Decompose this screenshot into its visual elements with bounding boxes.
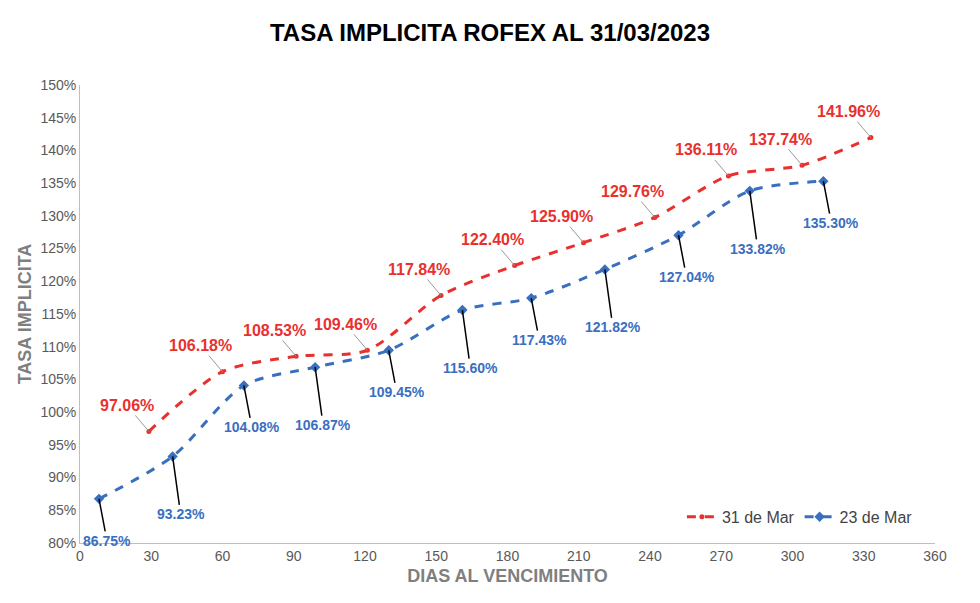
svg-text:180: 180 [496, 548, 520, 564]
svg-text:109.45%: 109.45% [369, 384, 425, 400]
svg-text:104.08%: 104.08% [224, 419, 280, 435]
svg-text:145%: 145% [40, 110, 76, 126]
svg-text:137.74%: 137.74% [749, 131, 812, 148]
svg-text:30: 30 [143, 548, 159, 564]
svg-text:80%: 80% [48, 535, 76, 551]
svg-text:90: 90 [286, 548, 302, 564]
svg-text:60: 60 [215, 548, 231, 564]
svg-text:100%: 100% [40, 404, 76, 420]
svg-text:97.06%: 97.06% [100, 397, 154, 414]
svg-text:115%: 115% [41, 306, 76, 322]
svg-text:108.53%: 108.53% [243, 322, 306, 339]
svg-text:125.90%: 125.90% [530, 208, 593, 225]
svg-text:122.40%: 122.40% [461, 231, 524, 248]
svg-text:127.04%: 127.04% [659, 269, 715, 285]
svg-text:121.82%: 121.82% [585, 319, 641, 335]
svg-text:130%: 130% [40, 208, 76, 224]
svg-text:140%: 140% [40, 142, 76, 158]
svg-text:150: 150 [425, 548, 449, 564]
svg-text:141.96%: 141.96% [817, 103, 880, 120]
svg-text:115.60%: 115.60% [443, 360, 498, 376]
svg-text:135%: 135% [40, 175, 76, 191]
svg-text:90%: 90% [48, 469, 76, 485]
svg-text:109.46%: 109.46% [314, 316, 377, 333]
svg-text:300: 300 [781, 548, 805, 564]
svg-text:86.75%: 86.75% [83, 533, 131, 549]
svg-text:135.30%: 135.30% [803, 215, 859, 231]
svg-text:330: 330 [852, 548, 876, 564]
svg-text:TASA IMPLICITA ROFEX AL 31/03/: TASA IMPLICITA ROFEX AL 31/03/2023 [270, 19, 710, 46]
svg-text:120%: 120% [40, 273, 76, 289]
svg-text:106.18%: 106.18% [169, 337, 232, 354]
svg-text:110%: 110% [41, 339, 76, 355]
svg-text:133.82%: 133.82% [730, 241, 786, 257]
svg-text:117.43%: 117.43% [512, 332, 567, 348]
svg-text:129.76%: 129.76% [601, 183, 664, 200]
svg-text:120: 120 [353, 548, 377, 564]
svg-text:DIAS AL VENCIMIENTO: DIAS AL VENCIMIENTO [407, 566, 608, 586]
svg-text:31 de Mar: 31 de Mar [722, 509, 795, 526]
svg-text:0: 0 [76, 548, 84, 564]
svg-text:117.84%: 117.84% [388, 261, 450, 278]
svg-text:23 de Mar: 23 de Mar [840, 509, 913, 526]
svg-text:93.23%: 93.23% [157, 506, 205, 522]
svg-text:360: 360 [923, 548, 947, 564]
svg-text:TASA IMPLICITA: TASA IMPLICITA [15, 244, 35, 385]
svg-text:136.11%: 136.11% [675, 141, 737, 158]
svg-text:85%: 85% [48, 502, 76, 518]
svg-text:240: 240 [638, 548, 662, 564]
svg-text:125%: 125% [40, 240, 76, 256]
svg-text:270: 270 [710, 548, 734, 564]
svg-text:150%: 150% [40, 77, 76, 93]
svg-text:210: 210 [567, 548, 591, 564]
svg-text:95%: 95% [48, 437, 76, 453]
svg-text:105%: 105% [40, 371, 76, 387]
svg-text:106.87%: 106.87% [295, 417, 351, 433]
